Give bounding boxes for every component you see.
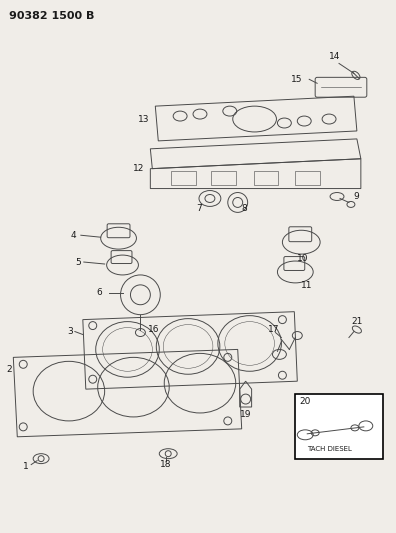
- Text: 90382 1500 B: 90382 1500 B: [10, 11, 95, 21]
- Text: 1: 1: [23, 462, 29, 471]
- Text: 7: 7: [196, 204, 202, 213]
- Text: 18: 18: [160, 460, 172, 469]
- Text: 2: 2: [6, 365, 12, 374]
- Text: 12: 12: [133, 164, 144, 173]
- Bar: [295, 394, 383, 458]
- Text: 6: 6: [97, 288, 103, 297]
- Bar: [295, 171, 320, 184]
- Text: 20: 20: [299, 397, 310, 406]
- Text: 19: 19: [240, 410, 251, 419]
- Text: 3: 3: [67, 327, 73, 336]
- Bar: [211, 171, 236, 184]
- Text: 15: 15: [291, 75, 303, 84]
- Text: 4: 4: [71, 231, 76, 240]
- Text: 9: 9: [353, 192, 359, 201]
- Text: 21: 21: [351, 317, 362, 326]
- Text: 14: 14: [329, 52, 341, 61]
- Text: 17: 17: [268, 325, 279, 334]
- Text: 8: 8: [242, 204, 248, 213]
- Text: 10: 10: [297, 254, 309, 263]
- Text: 16: 16: [148, 325, 160, 334]
- Text: 11: 11: [301, 281, 313, 290]
- Text: 5: 5: [75, 257, 81, 266]
- Bar: [253, 171, 278, 184]
- Text: TACH DIESEL: TACH DIESEL: [307, 446, 352, 451]
- Bar: [171, 171, 196, 184]
- Text: 13: 13: [139, 115, 150, 124]
